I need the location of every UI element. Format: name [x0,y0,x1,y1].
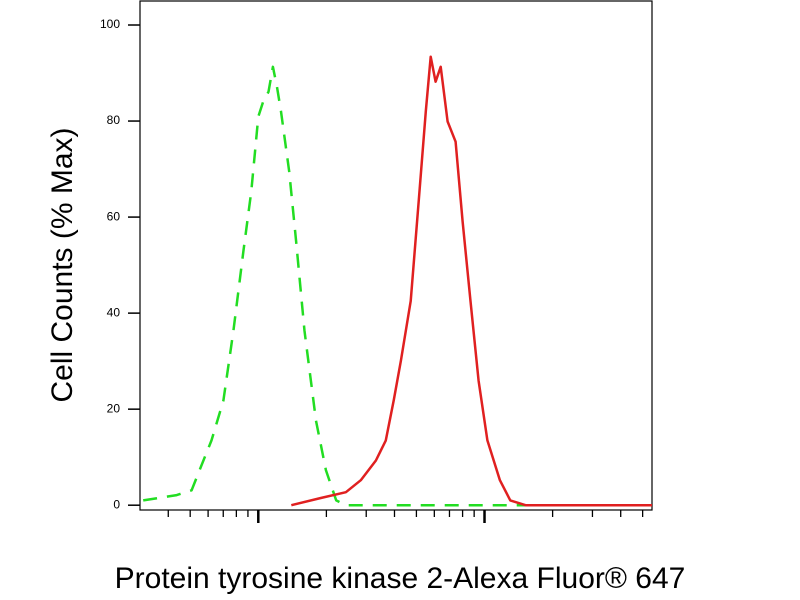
histogram-line [143,65,652,507]
y-tick-label: 0 [113,497,120,511]
x-axis-title: Protein tyrosine kinase 2-Alexa Fluor® 6… [115,562,686,595]
y-tick-label: 40 [107,305,121,319]
histogram-line [291,55,652,507]
plot-frame [139,0,653,511]
y-tick-label: 100 [100,17,120,31]
y-tick-label: 80 [107,113,121,127]
y-tick-label: 60 [107,209,121,223]
y-tick-label: 20 [107,401,121,415]
y-axis-title: Cell Counts (% Max) [46,127,79,402]
